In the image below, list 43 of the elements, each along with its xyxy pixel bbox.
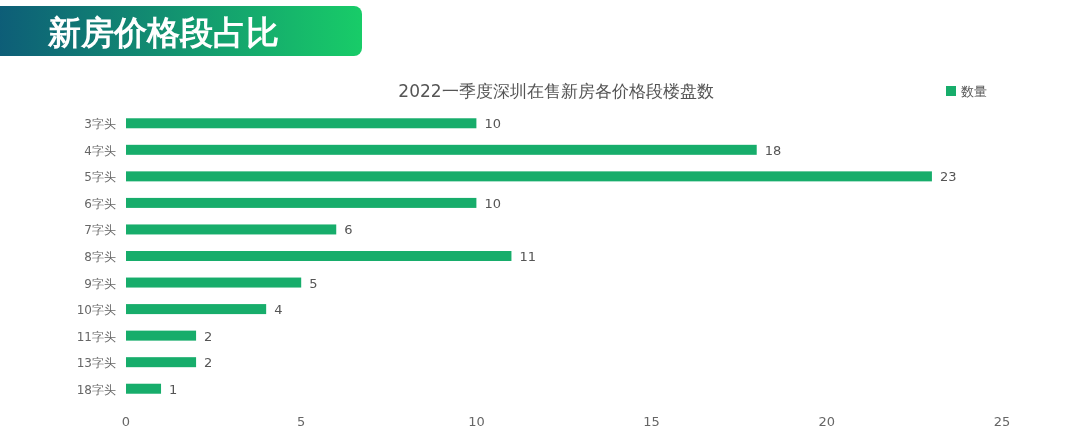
bar — [126, 251, 512, 261]
x-tick-label: 25 — [993, 414, 1011, 429]
data-label: 23 — [939, 169, 957, 185]
y-tick-label: 7字头 — [84, 223, 116, 238]
bar — [126, 357, 197, 368]
chart-title: 新房价格段占比 — [47, 13, 279, 52]
bar — [126, 118, 477, 129]
legend: 数量 — [946, 84, 987, 99]
bar — [126, 144, 757, 155]
y-tick-label: 3字头 — [84, 117, 116, 132]
data-label: 10 — [484, 195, 501, 211]
data-label: 6 — [344, 222, 353, 238]
data-label: 1 — [169, 381, 178, 397]
bar — [126, 224, 337, 235]
x-tick-label: 20 — [818, 414, 836, 429]
x-tick-label: 0 — [121, 414, 131, 429]
y-tick-label: 13字头 — [76, 356, 116, 371]
data-label: 4 — [274, 302, 283, 318]
y-tick-label: 10字头 — [76, 303, 116, 318]
bar — [126, 197, 477, 208]
bar — [126, 277, 302, 288]
data-label: 5 — [309, 275, 318, 291]
y-tick-label: 4字头 — [84, 143, 116, 158]
data-label: 2 — [204, 328, 213, 344]
legend-label: 数量 — [961, 84, 987, 99]
bar — [126, 171, 932, 182]
y-tick-label: 18字头 — [76, 382, 116, 397]
data-label: 18 — [764, 142, 782, 158]
x-tick-label: 5 — [297, 414, 306, 429]
y-tick-label: 9字头 — [84, 276, 116, 291]
bar — [126, 304, 267, 315]
y-tick-label: 8字头 — [84, 250, 116, 264]
bar — [126, 383, 162, 394]
bar — [126, 330, 197, 341]
x-tick-label: 10 — [468, 414, 485, 429]
x-tick-label: 15 — [643, 414, 660, 429]
data-label: 10 — [484, 116, 501, 132]
y-tick-label: 6字头 — [84, 196, 116, 211]
chart-subtitle: 2022一季度深圳在售新房各价格段楼盘数 — [398, 81, 714, 101]
data-label: 11 — [519, 249, 536, 264]
data-label: 2 — [204, 355, 213, 371]
y-tick-label: 5字头 — [84, 170, 116, 185]
y-tick-label: 11字头 — [76, 329, 116, 344]
